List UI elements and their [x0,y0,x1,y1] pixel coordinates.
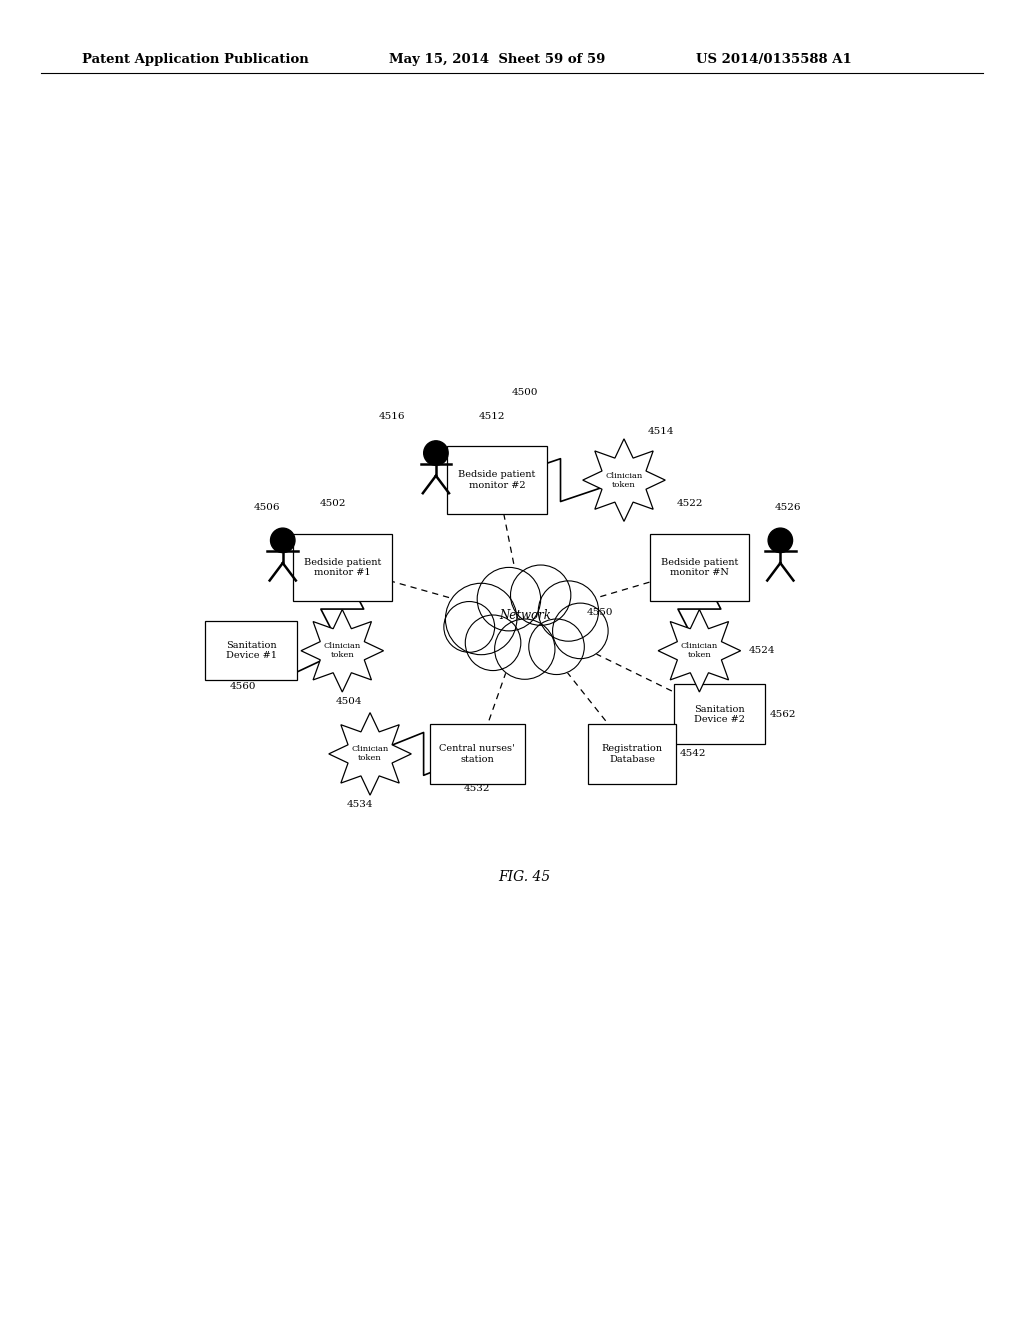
Text: US 2014/0135588 A1: US 2014/0135588 A1 [696,53,852,66]
Circle shape [768,528,793,553]
FancyBboxPatch shape [674,685,765,744]
Circle shape [528,619,585,675]
FancyBboxPatch shape [293,533,392,601]
Circle shape [495,619,555,680]
Circle shape [511,565,570,626]
Text: Clinician
token: Clinician token [681,642,718,659]
Text: 4560: 4560 [229,682,256,692]
Text: 4542: 4542 [680,750,707,759]
Circle shape [477,568,541,631]
Circle shape [445,583,517,655]
Text: Bedside patient
monitor #N: Bedside patient monitor #N [660,557,738,577]
Text: Clinician
token: Clinician token [324,642,360,659]
Text: 4524: 4524 [749,647,775,655]
Text: Network: Network [499,609,551,622]
FancyBboxPatch shape [588,725,676,784]
Text: 4532: 4532 [464,784,490,793]
Text: 4500: 4500 [512,388,538,397]
Text: Clinician
token: Clinician token [605,471,643,488]
Text: 4504: 4504 [336,697,361,706]
Text: 4516: 4516 [378,412,404,421]
Text: FIG. 45: FIG. 45 [499,870,551,884]
Text: Bedside patient
monitor #1: Bedside patient monitor #1 [303,557,381,577]
Text: Clinician
token: Clinician token [351,746,389,763]
Text: 4534: 4534 [346,800,373,809]
Circle shape [553,603,608,659]
Text: Patent Application Publication: Patent Application Publication [82,53,308,66]
Text: 4502: 4502 [319,499,346,508]
Text: 4514: 4514 [648,428,675,437]
Text: 4506: 4506 [254,503,281,512]
Text: 4512: 4512 [478,412,505,421]
Text: 4550: 4550 [587,609,613,618]
Text: Sanitation
Device #2: Sanitation Device #2 [693,705,744,723]
Text: Bedside patient
monitor #2: Bedside patient monitor #2 [459,470,536,490]
FancyBboxPatch shape [206,620,297,681]
Circle shape [424,441,449,465]
Circle shape [443,602,495,652]
Text: 4522: 4522 [677,499,703,508]
FancyBboxPatch shape [650,533,749,601]
Text: Registration
Database: Registration Database [601,744,663,763]
Polygon shape [658,610,740,692]
FancyBboxPatch shape [447,446,547,513]
Polygon shape [329,713,412,795]
Text: May 15, 2014  Sheet 59 of 59: May 15, 2014 Sheet 59 of 59 [389,53,605,66]
Text: Sanitation
Device #1: Sanitation Device #1 [225,642,276,660]
Polygon shape [583,438,666,521]
Text: 4562: 4562 [769,710,796,718]
Circle shape [465,615,521,671]
Text: 4526: 4526 [775,503,802,512]
Text: Central nurses'
station: Central nurses' station [439,744,515,763]
FancyBboxPatch shape [430,725,524,784]
Circle shape [539,581,599,642]
Circle shape [270,528,295,553]
Polygon shape [301,610,384,692]
